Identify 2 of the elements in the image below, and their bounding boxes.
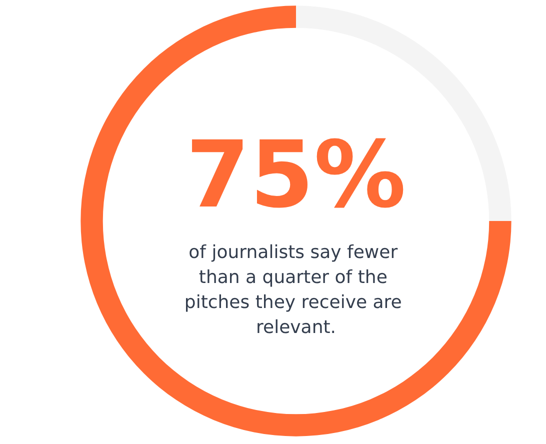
- text: of journalists say fewer than a quarter of the pitches they receive are relevant.: [184, 242, 408, 338]
- text: 75%: [186, 122, 406, 228]
